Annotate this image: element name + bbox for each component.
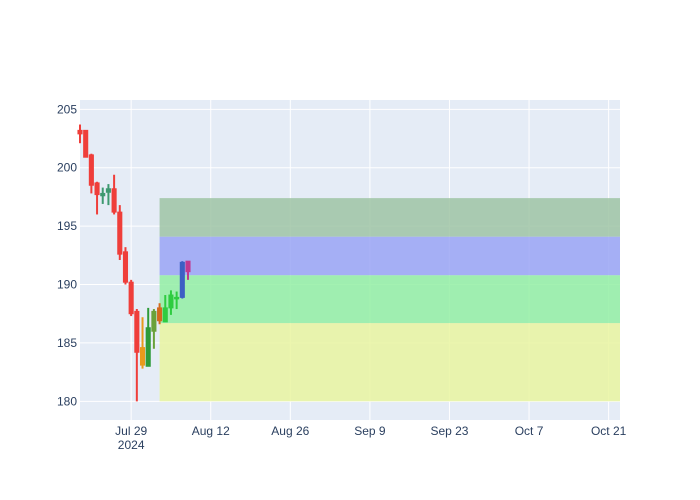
y-axis-ticks: 180 185 190 195 200 205 — [57, 102, 77, 408]
candle — [77, 124, 83, 144]
candle — [105, 184, 111, 206]
candle-body — [151, 310, 157, 332]
candle-body — [174, 296, 180, 300]
candle-body — [117, 211, 123, 255]
candle-body — [105, 188, 111, 193]
band-layer — [159, 198, 620, 402]
candle-body — [162, 307, 168, 323]
y-tick-label: 185 — [57, 336, 77, 350]
candle — [100, 187, 106, 204]
candle-body — [100, 192, 106, 197]
x-tick-label: Aug 26 — [271, 424, 309, 438]
candle — [94, 181, 100, 215]
candle-body — [168, 294, 174, 309]
candle-body — [139, 347, 146, 366]
candle — [145, 307, 151, 367]
candle — [157, 303, 163, 325]
x-tick-label: Oct 7 — [515, 424, 544, 438]
y-tick-label: 200 — [57, 161, 77, 175]
candle — [128, 279, 134, 317]
candle-body — [134, 310, 140, 353]
candle — [168, 290, 174, 315]
x-tick-sublabel: 2024 — [118, 438, 145, 452]
y-tick-label: 190 — [57, 278, 77, 292]
candle — [151, 309, 157, 349]
candle — [117, 205, 123, 260]
candle — [174, 291, 180, 310]
y-tick-label: 180 — [57, 394, 77, 408]
candle-body — [83, 129, 89, 158]
shaded-band — [159, 323, 620, 402]
candle — [88, 153, 94, 194]
candle-layer — [77, 124, 191, 402]
candle-body — [88, 154, 94, 186]
x-tick-label: Sep 9 — [354, 424, 386, 438]
candle-body — [94, 182, 100, 196]
candle — [83, 129, 89, 158]
candle-body — [122, 251, 129, 283]
x-tick-label: Oct 21 — [591, 424, 627, 438]
candle-body — [145, 327, 151, 367]
x-tick-label: Aug 12 — [192, 424, 230, 438]
candle — [122, 247, 129, 285]
candle-body — [185, 260, 191, 273]
candle-body — [111, 188, 117, 213]
candle-body — [128, 281, 134, 315]
candle — [185, 260, 191, 280]
shaded-band — [159, 236, 620, 276]
candle — [134, 309, 140, 402]
candle — [179, 261, 185, 299]
y-tick-label: 195 — [57, 219, 77, 233]
shaded-band — [159, 198, 620, 237]
x-tick-label: Sep 23 — [430, 424, 468, 438]
candle — [111, 174, 117, 215]
candle-body — [77, 129, 83, 135]
candle-body — [179, 261, 185, 298]
y-tick-label: 205 — [57, 102, 77, 116]
x-tick-label: Jul 29 — [115, 424, 147, 438]
candle — [162, 295, 168, 323]
shaded-band — [159, 275, 620, 324]
candle-body — [157, 307, 163, 322]
candle — [139, 317, 146, 369]
